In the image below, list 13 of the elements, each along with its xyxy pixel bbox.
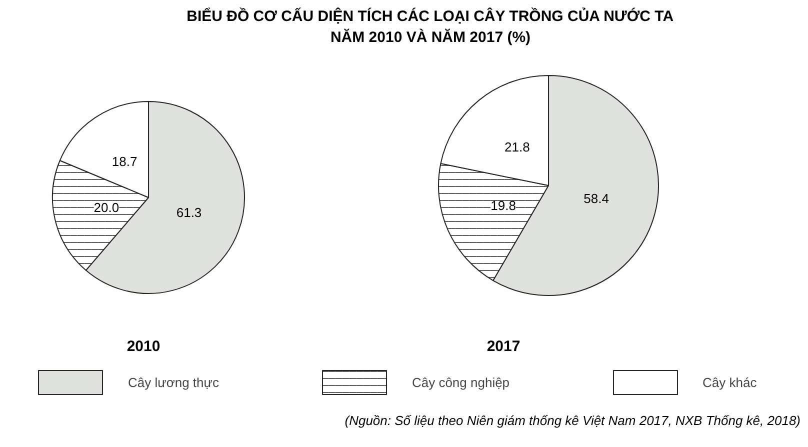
slice-label: 2017 [486,338,520,355]
data-label: 61.3 [176,205,202,220]
data-label: 21.8 [504,140,530,155]
chart-title: BIỂU ĐỒ CƠ CẤU DIỆN TÍCH CÁC LOẠI CÂY TRỒNG CỦA NƯỚC TA NĂM 2010 VÀ NĂM 2017 (%) [186,7,674,46]
text: (Nguồn: Số liệu theo Niên giám thống kê Việt Nam 2017, NXB Thống kê, 2018) [344,413,801,428]
data-label: 58.4 [584,190,609,206]
slice-label: 2010 [126,338,160,355]
data-label: 18.7 [112,154,138,170]
data-label: 19.8 [490,198,516,214]
legend-label: Cây lương thực [128,374,219,390]
legend-label: Cây khác [702,374,757,390]
legend-label: Cây công nghiệp [412,374,510,390]
data-label: 20.0 [94,200,120,215]
